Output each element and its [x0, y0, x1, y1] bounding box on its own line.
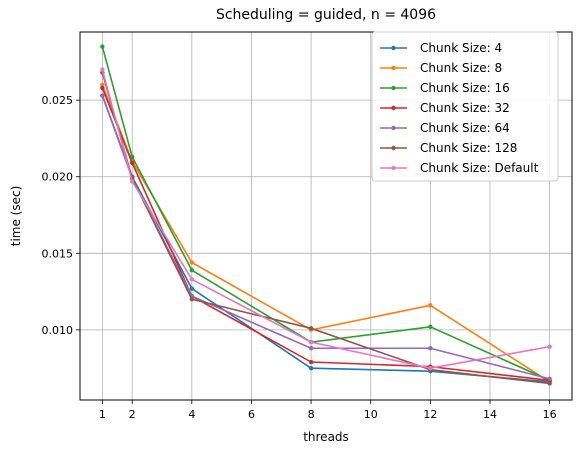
legend-label: Chunk Size: 128	[420, 141, 517, 155]
legend-entry: Chunk Size: 4	[380, 41, 502, 55]
legend-label: Chunk Size: 16	[420, 81, 510, 95]
legend-swatch-marker	[391, 45, 396, 51]
x-tick-label: 12	[423, 408, 437, 421]
data-point	[189, 267, 195, 273]
legend-entry: Chunk Size: 32	[380, 101, 510, 115]
legend-entry: Chunk Size: 128	[380, 141, 517, 155]
legend-label: Chunk Size: 64	[420, 121, 510, 135]
data-point	[189, 297, 195, 302]
data-point	[428, 303, 433, 308]
legend-label: Chunk Size: 4	[420, 41, 502, 55]
data-point	[308, 339, 314, 345]
data-point	[547, 376, 552, 382]
x-tick-label: 14	[483, 408, 497, 421]
data-point	[100, 67, 105, 72]
legend-entries: Chunk Size: 4 Chunk Size: 8 Chunk Size: 16…	[380, 41, 539, 175]
data-point	[189, 286, 195, 291]
x-axis-label: threads	[303, 430, 349, 444]
x-tick-label: 6	[248, 408, 255, 421]
y-axis-label: time (sec)	[9, 186, 23, 247]
data-point	[189, 260, 195, 265]
legend-entry: Chunk Size: 8	[380, 61, 502, 75]
x-tick-label: 16	[543, 408, 557, 421]
data-point	[428, 324, 433, 329]
data-point	[547, 381, 552, 386]
series-line	[101, 69, 550, 369]
plot-area	[79, 31, 573, 401]
legend-swatch-marker	[391, 65, 396, 71]
legend-label: Chunk Size: 8	[420, 61, 502, 75]
data-point	[428, 346, 433, 351]
x-tick-label: 8	[308, 408, 315, 421]
data-point	[308, 326, 314, 331]
series-line	[101, 87, 550, 382]
legend-swatch-marker	[391, 165, 396, 171]
chart-title: Scheduling = guided, n = 4096	[216, 7, 436, 23]
series-lines	[100, 44, 552, 386]
series-7	[100, 67, 552, 371]
legend-label: Chunk Size: 32	[420, 101, 510, 115]
y-tick-label: 0.025	[42, 94, 74, 107]
legend-entry: Chunk Size: 16	[380, 81, 510, 95]
data-point	[129, 154, 135, 160]
legend-swatch-marker	[391, 145, 396, 151]
y-tick-label: 0.015	[42, 247, 74, 260]
data-point	[100, 82, 105, 88]
data-point	[189, 277, 195, 282]
x-axis-ticks: 1 2 4 6 8 10 12 14 16	[99, 400, 557, 421]
x-tick-label: 10	[364, 408, 378, 421]
data-point	[308, 365, 314, 371]
data-point	[100, 44, 105, 49]
data-point	[129, 179, 135, 184]
legend-box	[371, 31, 559, 182]
data-point	[308, 346, 314, 351]
legend-swatch-marker	[391, 85, 396, 91]
data-point	[129, 160, 135, 166]
x-tick-label: 1	[99, 408, 106, 421]
legend-entry: Chunk Size: Default	[380, 161, 539, 175]
data-point	[100, 93, 105, 98]
legend-label: Chunk Size: Default	[420, 161, 539, 175]
y-tick-label: 0.010	[42, 324, 74, 337]
legend-swatch-marker	[391, 105, 396, 111]
x-tick-label: 2	[129, 408, 136, 421]
y-tick-label: 0.020	[42, 171, 74, 184]
data-point	[428, 365, 433, 371]
series-line	[101, 46, 550, 382]
data-point	[100, 85, 105, 91]
legend-swatch-marker	[391, 125, 396, 131]
legend-entry: Chunk Size: 64	[380, 121, 510, 135]
y-axis-ticks: 0.010 0.015 0.020 0.025	[42, 94, 80, 337]
x-tick-label: 4	[188, 408, 195, 421]
data-point	[308, 359, 314, 365]
data-point	[547, 344, 552, 349]
legend: Chunk Size: 4 Chunk Size: 8 Chunk Size: 16…	[371, 31, 559, 182]
